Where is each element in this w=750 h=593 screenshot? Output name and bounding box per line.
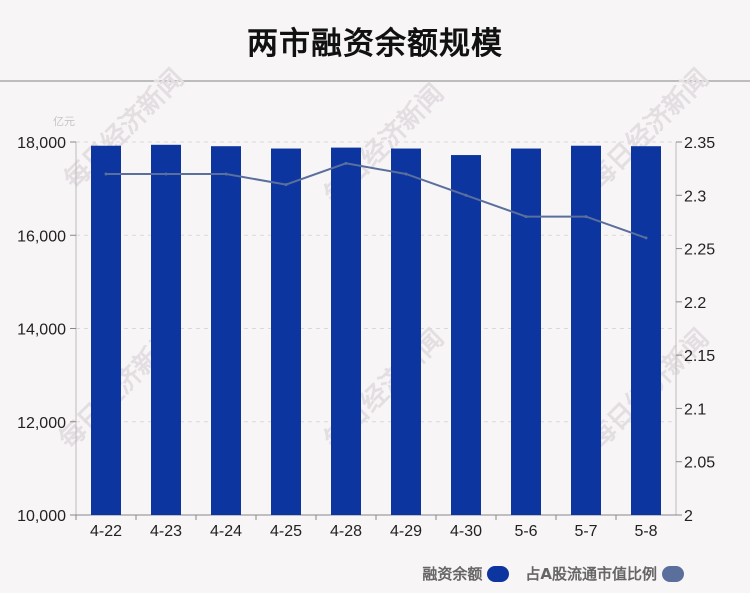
bar-4-24 [211, 146, 241, 516]
x-tick-label: 4-23 [150, 523, 182, 540]
y-right-tick-label: 2 [684, 508, 693, 525]
x-tick-label: 5-6 [514, 523, 537, 540]
x-tick-label: 4-22 [90, 523, 122, 540]
bar-4-25 [271, 148, 301, 515]
line-point [344, 161, 348, 165]
x-tick-label: 4-29 [390, 523, 422, 540]
y-left-tick-label: 18,000 [17, 135, 66, 152]
bar-5-7 [571, 145, 601, 516]
line-point [644, 236, 648, 240]
legend-swatch-balance [487, 565, 510, 582]
bar-4-28 [331, 147, 361, 515]
bar-5-8 [631, 146, 661, 516]
x-tick-label: 4-25 [270, 523, 302, 540]
line-ratio [106, 162, 647, 239]
legend-label-ratio: 占A股流通市值比例 [525, 565, 657, 583]
x-tick-label: 4-28 [330, 523, 362, 540]
bar-4-29 [391, 148, 421, 515]
y-right-tick-label: 2.25 [684, 242, 715, 259]
line-point [584, 215, 588, 219]
bar-4-23 [151, 144, 181, 516]
y-left-tick-label: 16,000 [17, 228, 66, 245]
y-left-tick-label: 14,000 [17, 322, 66, 339]
y-left-tick-label: 12,000 [17, 415, 66, 432]
bar-5-6 [511, 148, 541, 515]
line-point [464, 193, 468, 197]
bar-4-22 [91, 145, 121, 516]
legend-label-balance: 融资余额 [422, 565, 483, 583]
x-tick-label: 4-24 [210, 523, 242, 540]
legend-item-balance[interactable]: 融资余额 [422, 563, 510, 584]
line-point [284, 183, 288, 187]
line-point [164, 172, 168, 176]
bar-4-30 [451, 155, 481, 515]
y-right-tick-label: 2.35 [684, 135, 715, 152]
line-point [224, 172, 228, 176]
legend: 融资余额 占A股流通市值比例 [406, 563, 684, 584]
chart-title: 两市融资余额规模 [247, 26, 503, 62]
line-point [104, 172, 108, 176]
legend-swatch-ratio [662, 565, 684, 582]
x-tick-label: 4-30 [450, 523, 482, 540]
y-left-tick-label: 10,000 [17, 508, 66, 525]
y-left-unit: 亿元 [53, 115, 75, 128]
title-divider [0, 80, 750, 82]
legend-item-ratio[interactable]: 占A股流通市值比例 [525, 563, 684, 584]
line-point [404, 172, 408, 176]
line-point [524, 215, 528, 219]
y-right-tick-label: 2.3 [684, 188, 706, 205]
x-tick-label: 5-8 [634, 523, 657, 540]
y-right-tick-label: 2.15 [684, 348, 715, 365]
x-tick-label: 5-7 [574, 523, 597, 540]
y-right-tick-label: 2.1 [684, 401, 706, 418]
y-right-tick-label: 2.2 [684, 295, 706, 312]
y-right-tick-label: 2.05 [684, 455, 715, 472]
